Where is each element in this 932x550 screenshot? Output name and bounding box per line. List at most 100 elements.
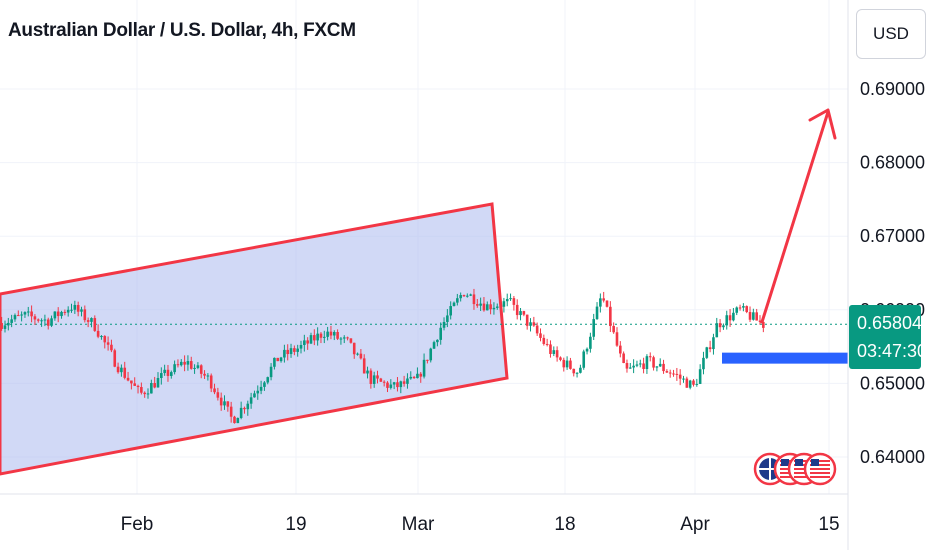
- candle-body: [269, 366, 273, 378]
- candle-body: [369, 370, 373, 384]
- candle-body: [585, 348, 589, 352]
- time-axis[interactable]: Feb 19 Mar 18 Apr 15: [121, 514, 840, 535]
- candle-body: [53, 311, 57, 319]
- candle-body: [76, 304, 80, 312]
- candle-body: [103, 336, 107, 343]
- candle-body: [143, 392, 146, 395]
- candle-body: [316, 333, 319, 341]
- economic-events[interactable]: [753, 452, 837, 486]
- candle-body: [718, 323, 722, 328]
- candle-body: [209, 375, 213, 389]
- candle-body: [379, 378, 383, 382]
- candle-body: [555, 350, 559, 358]
- candle-body: [406, 378, 409, 384]
- candle-body: [63, 311, 67, 313]
- candle-body: [356, 353, 359, 355]
- candle-body: [572, 368, 576, 374]
- candle-body: [575, 372, 579, 374]
- candle-body: [655, 366, 659, 368]
- support-zone[interactable]: [722, 352, 848, 364]
- candle-body: [539, 333, 542, 338]
- candle-body: [123, 367, 127, 378]
- candle-body: [708, 347, 712, 350]
- candle-body: [725, 315, 729, 326]
- candle-body: [662, 363, 665, 372]
- candle-body: [100, 336, 103, 338]
- candle-body: [239, 407, 243, 418]
- candle-body: [665, 371, 669, 373]
- candle-body: [10, 319, 13, 323]
- time-tick-label: Mar: [402, 514, 435, 535]
- candle-body: [70, 309, 73, 311]
- currency-button[interactable]: USD: [856, 9, 926, 59]
- price-tick-label: 0.67000: [860, 226, 925, 246]
- candle-body: [246, 403, 250, 410]
- candle-body: [615, 332, 619, 346]
- candle-body: [515, 304, 519, 316]
- candle-body: [525, 314, 529, 326]
- candle-body: [362, 358, 366, 374]
- candle-body: [30, 311, 33, 317]
- candle-body: [13, 315, 17, 320]
- candle-body: [579, 367, 582, 373]
- projection-arrow[interactable]: [760, 108, 837, 324]
- candle-body: [582, 351, 586, 368]
- candle-body: [166, 369, 170, 376]
- us-flag-icon[interactable]: [803, 452, 837, 486]
- candle-body: [33, 316, 37, 320]
- candle-body: [728, 315, 732, 321]
- candle-body: [73, 304, 77, 310]
- candle-body: [163, 369, 166, 374]
- candle-body: [482, 303, 486, 311]
- candle-body: [542, 337, 546, 344]
- bar-countdown: 03:47:30: [857, 341, 928, 361]
- candle-body: [519, 311, 522, 316]
- candle-body: [0, 323, 3, 329]
- channel-shape[interactable]: [0, 202, 509, 476]
- price-tick-label: 0.68000: [860, 153, 925, 173]
- candle-body: [752, 312, 755, 320]
- candle-body: [226, 401, 230, 407]
- candle-body: [402, 381, 406, 384]
- candle-body: [216, 392, 220, 398]
- candle-body: [672, 373, 675, 375]
- candle-body: [96, 330, 100, 337]
- candle-body: [283, 349, 286, 358]
- candle-body: [359, 353, 363, 359]
- candle-body: [462, 295, 466, 297]
- candle-body: [179, 361, 183, 366]
- candle-body: [229, 406, 233, 417]
- candle-body: [349, 338, 353, 343]
- candle-body: [602, 298, 605, 301]
- candle-body: [253, 393, 256, 398]
- candle-body: [206, 375, 210, 377]
- candle-body: [678, 374, 682, 379]
- candle-body: [712, 337, 715, 350]
- candle-body: [589, 336, 592, 349]
- price-axis[interactable]: 0.690000.680000.670000.660000.650000.640…: [860, 79, 925, 467]
- candle-body: [422, 359, 426, 377]
- time-tick-label: Apr: [680, 514, 710, 535]
- candle-body: [426, 359, 429, 361]
- candle-body: [352, 342, 356, 355]
- candlestick-series: [0, 288, 765, 424]
- candle-body: [306, 340, 309, 344]
- candle-body: [622, 353, 625, 363]
- candle-body: [442, 321, 446, 328]
- candle-body: [259, 386, 263, 391]
- candle-body: [372, 375, 376, 384]
- candle-body: [382, 381, 386, 383]
- candle-body: [509, 298, 512, 300]
- price-tick-label: 0.69000: [860, 79, 925, 99]
- candle-body: [289, 348, 293, 355]
- candle-body: [625, 362, 629, 369]
- candle-body: [456, 298, 459, 303]
- candle-body: [512, 298, 516, 305]
- candle-body: [150, 383, 153, 394]
- price-tick-label: 0.65000: [860, 373, 925, 393]
- candle-body: [329, 331, 333, 336]
- candle-body: [469, 294, 472, 296]
- candle-body: [466, 295, 469, 297]
- candle-body: [7, 322, 10, 326]
